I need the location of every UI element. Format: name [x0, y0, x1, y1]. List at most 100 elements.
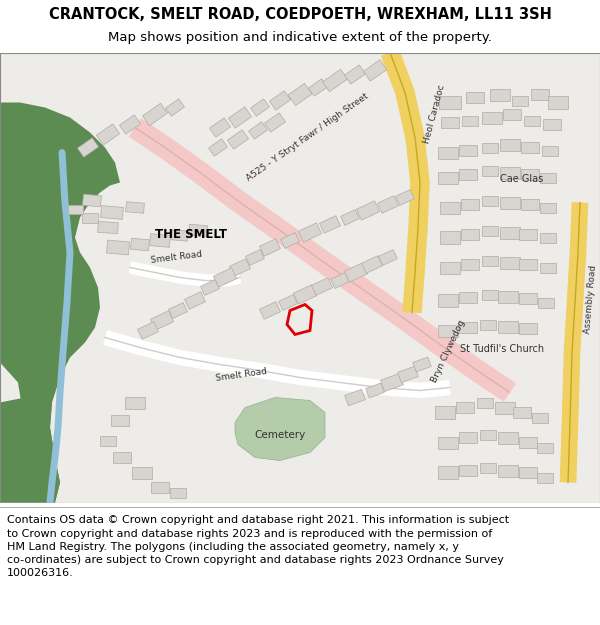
Bar: [438, 466, 458, 479]
Text: Smelt Road: Smelt Road: [150, 249, 203, 264]
Bar: [288, 84, 312, 106]
Bar: [131, 238, 149, 251]
Bar: [440, 261, 460, 274]
Bar: [519, 229, 537, 240]
Bar: [435, 406, 455, 419]
Bar: [209, 139, 227, 156]
Bar: [269, 91, 290, 110]
Bar: [462, 116, 478, 126]
Bar: [538, 298, 554, 308]
Bar: [498, 291, 518, 302]
Bar: [119, 115, 140, 134]
Bar: [540, 232, 556, 242]
Bar: [209, 118, 230, 137]
Text: Bryn Clywedog: Bryn Clywedog: [430, 319, 467, 384]
Bar: [67, 205, 83, 214]
Bar: [151, 311, 173, 330]
Bar: [480, 462, 496, 472]
Bar: [480, 429, 496, 439]
Bar: [500, 166, 520, 179]
Bar: [477, 398, 493, 408]
Bar: [540, 262, 556, 272]
Bar: [323, 69, 347, 92]
Bar: [166, 99, 184, 116]
Bar: [230, 259, 250, 276]
Bar: [456, 402, 474, 413]
Bar: [461, 259, 479, 270]
Bar: [440, 231, 460, 244]
Bar: [214, 268, 236, 287]
Bar: [106, 240, 130, 255]
Bar: [482, 226, 498, 236]
Bar: [521, 142, 539, 153]
Bar: [97, 124, 119, 145]
Bar: [519, 259, 537, 270]
Text: THE SMELT: THE SMELT: [155, 228, 227, 241]
Bar: [482, 166, 498, 176]
Bar: [461, 229, 479, 240]
Bar: [482, 111, 502, 124]
Bar: [82, 213, 98, 222]
Bar: [438, 171, 458, 184]
Bar: [438, 146, 458, 159]
Bar: [341, 209, 359, 226]
Text: CRANTOCK, SMELT ROAD, COEDPOETH, WREXHAM, LL11 3SH: CRANTOCK, SMELT ROAD, COEDPOETH, WREXHAM…: [49, 7, 551, 22]
Bar: [521, 199, 539, 210]
Bar: [482, 196, 498, 206]
Bar: [500, 256, 520, 269]
Bar: [366, 383, 384, 398]
Bar: [98, 221, 118, 234]
Bar: [379, 249, 397, 266]
Bar: [77, 138, 98, 157]
Bar: [260, 239, 280, 256]
Bar: [137, 322, 158, 339]
Bar: [143, 103, 167, 126]
Bar: [513, 407, 531, 418]
Bar: [482, 256, 498, 266]
Bar: [482, 289, 498, 299]
Bar: [461, 199, 479, 210]
Bar: [380, 374, 403, 391]
Bar: [466, 92, 484, 103]
Bar: [364, 60, 386, 81]
Text: Map shows position and indicative extent of the property.: Map shows position and indicative extent…: [108, 31, 492, 44]
Bar: [482, 142, 498, 152]
Bar: [311, 278, 332, 295]
Bar: [83, 194, 101, 207]
Bar: [498, 464, 518, 476]
Bar: [200, 279, 220, 296]
Bar: [169, 302, 187, 318]
Bar: [459, 322, 477, 333]
Bar: [132, 466, 152, 479]
Bar: [459, 292, 477, 303]
Polygon shape: [0, 102, 120, 502]
Bar: [227, 130, 248, 149]
Text: A525 - Y Stryt Fawr / High Street: A525 - Y Stryt Fawr / High Street: [245, 91, 370, 182]
Bar: [151, 482, 169, 493]
Bar: [185, 292, 205, 309]
Bar: [459, 169, 477, 180]
Text: Heol Caradoc: Heol Caradoc: [422, 84, 446, 144]
Bar: [438, 324, 458, 336]
Bar: [543, 119, 561, 130]
Bar: [377, 196, 398, 213]
Bar: [101, 206, 124, 219]
Bar: [524, 116, 540, 126]
Text: Cae Glas: Cae Glas: [500, 174, 543, 184]
Bar: [521, 169, 539, 180]
Bar: [111, 415, 129, 426]
Bar: [344, 65, 365, 84]
Bar: [248, 122, 268, 139]
Bar: [278, 294, 298, 311]
Polygon shape: [0, 392, 60, 502]
Bar: [265, 113, 286, 132]
Bar: [438, 436, 458, 449]
Bar: [281, 232, 299, 248]
Bar: [308, 79, 328, 96]
Bar: [537, 442, 553, 452]
Bar: [540, 202, 556, 212]
Text: Cemetery: Cemetery: [254, 429, 305, 439]
Bar: [362, 256, 382, 273]
Bar: [490, 89, 510, 101]
Bar: [459, 432, 477, 443]
